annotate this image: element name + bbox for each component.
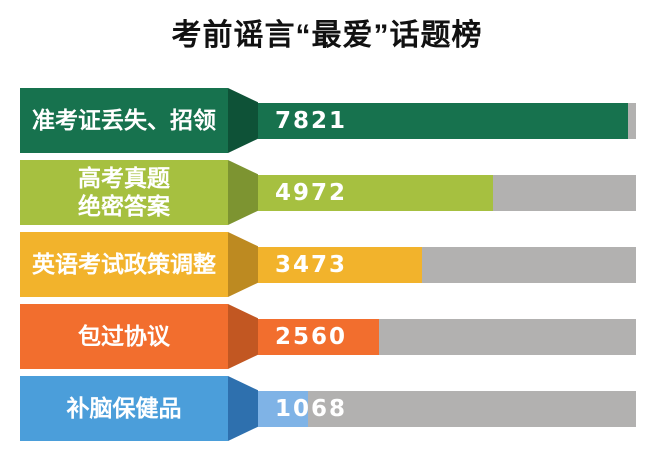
bar-value: 4972	[275, 179, 348, 206]
bar-value: 1068	[275, 395, 348, 422]
bar-row: 高考真题 绝密答案 4972	[20, 160, 636, 225]
label-arrow-icon	[228, 376, 258, 441]
bar-track: 1068	[258, 390, 636, 427]
category-label-line: 包过协议	[78, 322, 170, 349]
category-label: 英语考试政策调整	[20, 232, 228, 297]
bar-fill	[258, 102, 628, 139]
label-arrow-icon	[228, 160, 258, 225]
category-label: 包过协议	[20, 304, 228, 369]
bar-value: 3473	[275, 251, 348, 278]
category-label-line: 高考真题	[78, 165, 170, 192]
category-label-line: 准考证丢失、招领	[32, 106, 216, 133]
bar-value: 2560	[275, 323, 348, 350]
bar-track: 7821	[258, 102, 636, 139]
bar-fill	[258, 246, 423, 283]
category-label-line: 英语考试政策调整	[32, 250, 216, 277]
bar-row: 英语考试政策调整 3473	[20, 232, 636, 297]
bar-fill	[258, 318, 379, 355]
bar-chart: 准考证丢失、招领 7821 高考真题 绝密答案 4972 英语考试政策调整	[20, 88, 636, 448]
category-label: 补脑保健品	[20, 376, 228, 441]
bar-fill	[258, 390, 309, 427]
category-label: 高考真题 绝密答案	[20, 160, 228, 225]
category-label-line: 补脑保健品	[66, 394, 182, 421]
category-label: 准考证丢失、招领	[20, 88, 228, 153]
label-arrow-icon	[228, 88, 258, 153]
chart-title: 考前谣言“最爱”话题榜	[171, 19, 483, 52]
bar-row: 包过协议 2560	[20, 304, 636, 369]
bar-track: 3473	[258, 246, 636, 283]
bar-row: 准考证丢失、招领 7821	[20, 88, 636, 153]
bar-track: 2560	[258, 318, 636, 355]
category-label-line: 绝密答案	[78, 192, 170, 219]
bar-fill	[258, 174, 493, 211]
label-arrow-icon	[228, 232, 258, 297]
bar-row: 补脑保健品 1068	[20, 376, 636, 441]
bar-track: 4972	[258, 174, 636, 211]
label-arrow-icon	[228, 304, 258, 369]
bar-value: 7821	[275, 107, 348, 134]
